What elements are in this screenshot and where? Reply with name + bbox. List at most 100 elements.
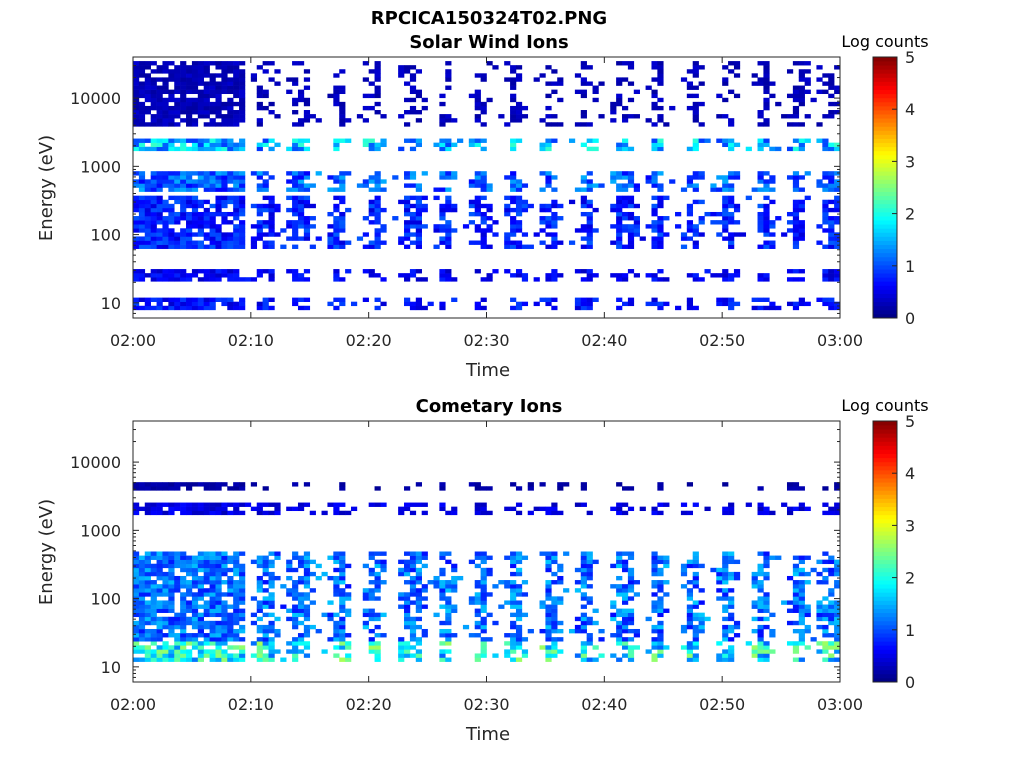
colorbar-swatch — [873, 494, 897, 499]
heatmap-cell — [834, 641, 841, 646]
heatmap-cell — [757, 645, 764, 650]
heatmap-cell — [439, 584, 446, 589]
heatmap-cell — [133, 240, 140, 245]
heatmap-cell — [191, 220, 199, 225]
heatmap-cell — [728, 649, 735, 654]
heatmap-cell — [786, 69, 794, 74]
heatmap-cell — [404, 645, 411, 650]
heatmap-cell — [262, 301, 269, 307]
heatmap-cell — [657, 301, 664, 307]
heatmap-cell — [769, 612, 776, 618]
heatmap-cell — [297, 236, 305, 241]
heatmap-cell — [409, 637, 417, 642]
heatmap-cell — [680, 645, 688, 650]
heatmap-cell — [792, 175, 800, 180]
heatmap-cell — [292, 61, 299, 66]
heatmap-cell — [268, 596, 275, 601]
heatmap-cell — [150, 171, 157, 176]
heatmap-cell — [374, 207, 381, 213]
heatmap-cell — [421, 604, 428, 609]
heatmap-cell — [303, 110, 311, 115]
heatmap-cell — [828, 179, 835, 184]
heatmap-cell — [174, 563, 181, 569]
heatmap-cell — [627, 179, 635, 184]
heatmap-cell — [651, 641, 658, 646]
heatmap-cell — [162, 649, 169, 654]
heatmap-cell — [256, 657, 263, 662]
heatmap-cell — [186, 301, 193, 307]
heatmap-cell — [133, 608, 140, 613]
heatmap-cell — [368, 608, 375, 613]
heatmap-cell — [191, 645, 199, 650]
heatmap-cell — [763, 187, 770, 192]
heatmap-cell — [792, 269, 800, 274]
heatmap-cell — [404, 199, 411, 205]
heatmap-cell — [722, 571, 729, 577]
heatmap-cell — [297, 637, 305, 642]
heatmap-cell — [798, 297, 805, 302]
heatmap-cell — [633, 645, 640, 650]
heatmap-cell — [150, 628, 157, 634]
heatmap-cell — [704, 138, 711, 143]
heatmap-cell — [834, 580, 841, 585]
heatmap-cell — [168, 183, 175, 188]
heatmap-cell — [274, 69, 281, 74]
heatmap-cell — [580, 486, 587, 491]
heatmap-cell — [274, 207, 281, 213]
heatmap-cell — [792, 555, 800, 560]
heatmap-cell — [268, 653, 275, 658]
heatmap-cell — [510, 224, 517, 229]
heatmap-cell — [156, 122, 163, 127]
heatmap-cell — [680, 510, 688, 516]
heatmap-cell — [451, 297, 458, 302]
heatmap-cell — [557, 81, 564, 86]
heatmap-cell — [551, 559, 558, 565]
heatmap-cell — [180, 297, 187, 302]
heatmap-cell — [728, 211, 735, 217]
heatmap-cell — [480, 502, 487, 507]
heatmap-cell — [339, 641, 346, 646]
heatmap-cell — [510, 77, 517, 82]
heatmap-cell — [174, 616, 181, 622]
heatmap-cell — [692, 273, 699, 278]
heatmap-cell — [144, 584, 151, 589]
heatmap-cell — [133, 236, 140, 241]
heatmap-cell — [680, 77, 688, 82]
heatmap-cell — [133, 142, 140, 148]
heatmap-cell — [810, 637, 817, 642]
panel-solar-wind: Solar Wind Ions 02:00 02:10 02:20 02:30 02:4… — [36, 32, 929, 381]
heatmap-cell — [233, 628, 240, 634]
heatmap-cell — [221, 179, 228, 184]
heatmap-cell — [138, 620, 146, 626]
heatmap-cell — [568, 199, 576, 205]
heatmap-cell — [398, 240, 405, 245]
heatmap-cell — [834, 559, 841, 565]
heatmap-cell — [162, 85, 169, 90]
heatmap-cell — [174, 633, 181, 638]
heatmap-cell — [415, 624, 422, 630]
heatmap-cell — [586, 244, 593, 249]
heatmap-cell — [227, 97, 234, 103]
heatmap-cell — [798, 93, 805, 99]
heatmap-cell — [180, 183, 187, 188]
heatmap-cell — [828, 653, 835, 658]
heatmap-cell — [186, 244, 193, 249]
heatmap-cell — [303, 555, 311, 560]
heatmap-cell — [763, 624, 770, 630]
heatmap-cell — [580, 175, 587, 180]
heatmap-cell — [451, 567, 458, 573]
x-tick-label: 02:10 — [228, 695, 274, 714]
heatmap-cell — [521, 105, 529, 111]
heatmap-cell — [692, 559, 699, 565]
heatmap-cell — [474, 93, 481, 99]
heatmap-cell — [816, 77, 823, 82]
heatmap-cell — [816, 608, 823, 613]
figure-title: RPCICA150324T02.PNG — [371, 8, 607, 29]
heatmap-cell — [763, 142, 770, 148]
heatmap-cell — [822, 146, 829, 152]
heatmap-cell — [321, 571, 328, 577]
heatmap-cell — [786, 146, 794, 152]
heatmap-cell — [657, 244, 664, 249]
heatmap-cell — [474, 175, 481, 180]
heatmap-cell — [215, 183, 222, 188]
